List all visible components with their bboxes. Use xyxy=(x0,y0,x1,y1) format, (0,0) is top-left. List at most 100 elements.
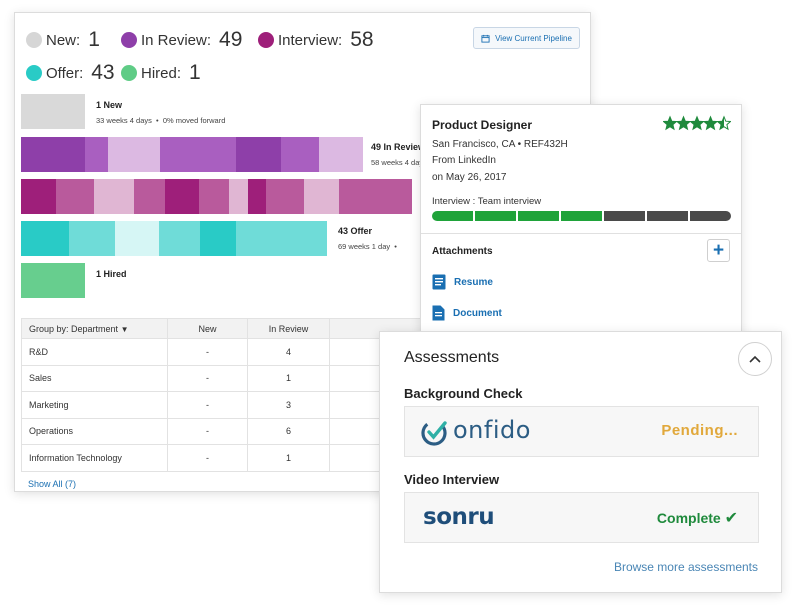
candidate-source: From LinkedIn xyxy=(432,155,496,166)
stat-hired-label: Hired: xyxy=(141,64,182,82)
cell: - xyxy=(167,417,248,445)
col-in-review: In Review xyxy=(247,318,330,339)
add-attachment-button[interactable]: + xyxy=(707,239,730,262)
new-stage-meta: 33 weeks 4 days • 0% moved forward xyxy=(96,116,226,125)
stat-new-count: 1 xyxy=(88,28,100,51)
chevron-up-icon xyxy=(749,355,761,363)
progress-segment xyxy=(647,211,688,221)
stat-new[interactable]: New: 1 xyxy=(26,28,100,52)
caret-down-icon: ▼ xyxy=(120,324,129,334)
cell: Sales xyxy=(21,364,168,392)
cell: R&D xyxy=(21,338,168,366)
stat-offer-count: 43 xyxy=(91,61,115,84)
interview-dot-icon xyxy=(258,32,274,48)
browse-more-assessments-link[interactable]: Browse more assessments xyxy=(613,560,758,574)
assessments-title: Assessments xyxy=(404,349,500,366)
show-all-link[interactable]: Show All (7) xyxy=(28,479,77,489)
offer-stage-meta: 69 weeks 1 day • xyxy=(338,242,397,251)
cell: Operations xyxy=(21,417,168,445)
hired-stage-bar[interactable] xyxy=(21,263,85,298)
star-icon xyxy=(702,115,719,131)
in-review-dot-icon xyxy=(121,32,137,48)
star-icon xyxy=(716,115,732,131)
video-interview-title: Video Interview xyxy=(404,472,500,487)
cell: 4 xyxy=(247,338,330,366)
resume-link[interactable]: Resume xyxy=(432,274,493,290)
cell: - xyxy=(167,338,248,366)
attachments-title: Attachments xyxy=(432,246,493,257)
cell: 1 xyxy=(247,444,330,472)
candidate-stage: Interview : Team interview xyxy=(432,196,542,207)
star-rating-graphic xyxy=(662,115,732,131)
candidate-location: San Francisco, CA • REF432H xyxy=(432,139,568,150)
stat-hired[interactable]: Hired: 1 xyxy=(121,61,201,85)
collapse-button[interactable] xyxy=(738,342,772,376)
stat-offer-label: Offer: xyxy=(46,64,84,82)
cell: - xyxy=(167,364,248,392)
interview-stage-bar[interactable] xyxy=(21,179,412,214)
stat-interview-label: Interview: xyxy=(278,31,343,49)
col-new: New xyxy=(167,318,248,339)
candidate-card: Product Designer San Francisco, CA • REF… xyxy=(420,104,742,344)
progress-segment xyxy=(690,211,731,221)
calendar-icon xyxy=(481,34,490,43)
document-icon xyxy=(432,305,445,321)
stat-new-label: New: xyxy=(46,31,81,49)
stat-interview-count: 58 xyxy=(350,28,374,51)
cell: 3 xyxy=(247,391,330,419)
resume-icon xyxy=(432,274,446,290)
view-current-pipeline-button[interactable]: View Current Pipeline xyxy=(473,27,580,49)
cell: - xyxy=(167,444,248,472)
rating-stars-icon[interactable] xyxy=(662,115,732,136)
cell: 1 xyxy=(247,364,330,392)
in-review-stage-meta: 58 weeks 4 days xyxy=(371,158,427,167)
stat-offer[interactable]: Offer: 43 xyxy=(26,61,115,85)
document-label: Document xyxy=(453,307,502,319)
stage-progress-bar xyxy=(432,211,731,221)
group-by-dropdown[interactable]: Group by: Department ▼ xyxy=(21,318,168,339)
view-pipeline-label: View Current Pipeline xyxy=(495,33,572,43)
offer-stage-bar[interactable] xyxy=(21,221,327,256)
offer-dot-icon xyxy=(26,65,42,81)
candidate-date: on May 26, 2017 xyxy=(432,172,507,183)
onfido-status: Pending... xyxy=(661,422,738,439)
onfido-logo-text: onfido xyxy=(453,416,531,444)
star-icon xyxy=(662,115,678,131)
onfido-logo-icon xyxy=(421,420,447,446)
offer-stage-title: 43 Offer xyxy=(338,226,373,236)
stat-in-review-count: 49 xyxy=(219,28,243,51)
divider xyxy=(421,233,741,234)
cell: Information Technology xyxy=(21,444,168,472)
new-stage-bar[interactable] xyxy=(21,94,85,129)
new-dot-icon xyxy=(26,32,42,48)
hired-stage-title: 1 Hired xyxy=(96,269,127,279)
stat-hired-count: 1 xyxy=(189,61,201,84)
cell: - xyxy=(167,391,248,419)
cell: 6 xyxy=(247,417,330,445)
stat-in-review-label: In Review: xyxy=(141,31,212,49)
sonru-status: Complete ✔ xyxy=(656,510,738,527)
check-icon: ✔ xyxy=(724,510,738,527)
star-icon xyxy=(675,115,692,131)
document-link[interactable]: Document xyxy=(432,305,502,321)
cell: Marketing xyxy=(21,391,168,419)
in-review-stage-bar[interactable] xyxy=(21,137,363,172)
sonru-logo-text: sonru xyxy=(423,504,495,530)
star-icon xyxy=(689,115,705,131)
resume-label: Resume xyxy=(454,276,493,288)
job-title: Product Designer xyxy=(432,118,533,132)
new-stage-title: 1 New xyxy=(96,100,123,110)
stat-interview[interactable]: Interview: 58 xyxy=(258,28,374,52)
progress-segment xyxy=(432,211,473,221)
onfido-assessment-row[interactable]: onfido Pending... xyxy=(404,406,759,457)
hired-dot-icon xyxy=(121,65,137,81)
background-check-title: Background Check xyxy=(404,386,523,401)
in-review-stage-title: 49 In Review xyxy=(371,142,426,152)
progress-segment xyxy=(475,211,516,221)
progress-segment xyxy=(518,211,559,221)
assessments-card: Assessments Background Check onfido Pend… xyxy=(379,331,782,593)
sonru-assessment-row[interactable]: sonru Complete ✔ xyxy=(404,492,759,543)
progress-segment xyxy=(561,211,602,221)
stat-in-review[interactable]: In Review: 49 xyxy=(121,28,242,52)
progress-segment xyxy=(604,211,645,221)
